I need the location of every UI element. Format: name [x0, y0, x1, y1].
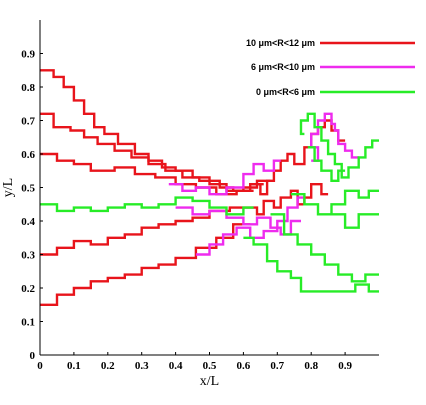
- series-line-10: [310, 112, 359, 162]
- series-line-8: [175, 206, 301, 236]
- series-line-4: [40, 223, 251, 306]
- series-line-11: [40, 196, 254, 216]
- series-line-13: [270, 213, 379, 283]
- x-tick-label: 0.6: [237, 360, 251, 372]
- x-axis-label: x/L: [200, 374, 219, 389]
- y-tick-label: 0.6: [21, 149, 35, 161]
- series-line-9: [195, 196, 305, 256]
- y-tick-label: 0.2: [21, 283, 35, 295]
- series-line-3: [40, 206, 251, 256]
- legend: 10 μm<R<12 μm 6 μm<R<10 μm 0 μm<R<6 μm: [246, 38, 415, 97]
- series-line-5: [250, 119, 346, 196]
- series-line-7: [168, 159, 281, 196]
- series-line-16: [299, 112, 379, 179]
- series-line-17: [307, 146, 346, 183]
- y-tick-label: 0.1: [21, 317, 35, 329]
- legend-label: 10 μm<R<12 μm: [246, 38, 315, 48]
- series-line-2: [40, 152, 254, 196]
- legend-label: 6 μm<R<10 μm: [251, 62, 315, 72]
- plot-area: [40, 69, 379, 306]
- series-line-12: [243, 236, 379, 293]
- x-tick-label: 0.8: [304, 360, 318, 372]
- x-tick-label: 0.4: [169, 360, 183, 372]
- series-line-14: [290, 189, 379, 216]
- y-tick-label: 0.5: [21, 183, 35, 195]
- axes: 0 0.1 0.2 0.3 0.4 0.5 0.6 0.7 0.8 0.9 0 0.1 0.2 0.3 0.…: [1, 20, 379, 389]
- x-tick-label: 0.1: [67, 360, 81, 372]
- y-tick-label: 0.8: [21, 82, 35, 94]
- series-line-6: [250, 182, 329, 216]
- x-tick-label: 0.5: [203, 360, 217, 372]
- y-tick-label: 0.7: [21, 116, 35, 128]
- x-tick-label: 0.9: [338, 360, 352, 372]
- y-tick-label: 0.9: [21, 49, 35, 61]
- series-line-15: [331, 213, 379, 229]
- y-axis-label: y/L: [1, 178, 16, 197]
- y-tick-label: 0.3: [21, 250, 35, 262]
- series-line-1: [40, 112, 264, 193]
- y-tick-label: 0: [30, 350, 36, 362]
- x-tick-label: 0.7: [270, 360, 284, 372]
- legend-label: 0 μm<R<6 μm: [256, 87, 315, 97]
- x-tick-label: 0.3: [135, 360, 149, 372]
- x-tick-label: 0: [37, 360, 43, 372]
- y-tick-label: 0.4: [21, 216, 35, 228]
- x-tick-label: 0.2: [101, 360, 115, 372]
